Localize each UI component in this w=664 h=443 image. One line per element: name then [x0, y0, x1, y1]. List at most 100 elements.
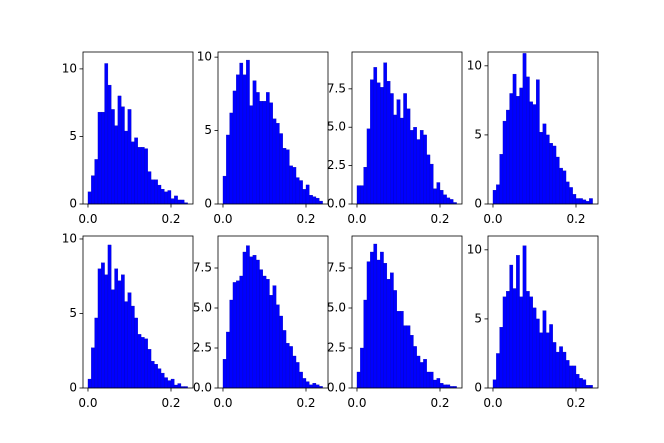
histogram-bar — [416, 355, 421, 389]
histogram-bar — [97, 111, 102, 205]
x-tick-label: 0.0 — [347, 396, 366, 410]
histogram-bar — [289, 346, 293, 389]
histogram-bar — [127, 292, 132, 389]
y-tick-label: 5 — [474, 127, 482, 141]
histogram-bar — [502, 120, 507, 205]
histogram-bar — [433, 188, 437, 205]
histogram-bar — [147, 349, 152, 389]
histogram-bar — [579, 378, 583, 389]
histogram-bar — [562, 170, 567, 205]
histogram-bar — [492, 190, 497, 205]
histogram-bar — [360, 347, 364, 389]
histogram-bar — [406, 325, 411, 389]
histogram-bar — [409, 130, 414, 205]
y-tick-label: 7.5 — [327, 261, 346, 275]
histogram-bar — [275, 123, 280, 205]
histogram-bar — [222, 359, 227, 389]
histogram-bar — [390, 272, 394, 389]
histogram-bar — [140, 337, 145, 389]
y-tick-label: 0 — [69, 197, 77, 211]
histogram-bar — [370, 79, 374, 205]
histogram-bar — [259, 101, 263, 205]
x-tick-label: 0.2 — [566, 396, 585, 410]
histogram-bar — [380, 87, 384, 205]
histogram-bar — [516, 96, 520, 205]
histogram-bar — [575, 374, 580, 389]
y-tick-label: 0 — [474, 197, 482, 211]
histogram-bar — [502, 296, 507, 389]
histogram-bar — [97, 268, 102, 389]
histogram-bar — [299, 371, 303, 389]
histogram-bar — [565, 360, 570, 389]
histogram-bar — [419, 130, 424, 205]
histogram-bar — [266, 92, 270, 205]
histogram-bar — [272, 118, 277, 205]
histogram-bar — [519, 87, 524, 205]
histogram-bar — [87, 378, 92, 389]
histogram-bar — [416, 139, 421, 205]
histogram-bar — [393, 290, 397, 389]
y-tick-label: 0.0 — [193, 381, 212, 395]
histogram-bar — [579, 198, 583, 205]
histogram-bar — [127, 109, 132, 205]
histogram-bar — [309, 195, 313, 205]
histogram-bar — [433, 379, 437, 389]
y-tick-label: 0 — [204, 197, 212, 211]
histogram-bar — [555, 156, 560, 205]
histogram-bar — [137, 147, 142, 205]
histogram-bar — [256, 259, 260, 389]
histogram-bar — [506, 291, 510, 389]
y-tick-label: 5 — [69, 129, 77, 143]
histogram-bar — [383, 263, 388, 389]
axes-frame — [217, 235, 329, 389]
axes-frame — [351, 51, 463, 205]
histogram-bar — [121, 106, 125, 205]
histogram-bar — [104, 274, 109, 389]
histogram-bar — [252, 80, 257, 205]
histogram-bar — [305, 381, 310, 389]
histogram-bar — [117, 95, 122, 205]
y-tick-label: 0.0 — [327, 381, 346, 395]
histogram-bar — [373, 243, 378, 389]
histogram-bar — [282, 148, 287, 205]
y-tick-label: 2.5 — [327, 158, 346, 172]
histogram-bar — [285, 343, 290, 389]
histogram-bar — [413, 346, 417, 389]
histogram-bar — [552, 145, 557, 205]
histogram-bar — [426, 371, 431, 389]
y-tick-label: 5.0 — [327, 301, 346, 315]
x-tick-label: 0.2 — [296, 212, 315, 226]
histogram-bar — [309, 384, 313, 389]
histogram-bar — [562, 351, 567, 389]
histogram-bar — [522, 53, 527, 205]
histogram-bar — [400, 117, 404, 205]
histogram-bar — [519, 296, 524, 389]
histogram-bar — [160, 372, 165, 389]
histogram-bar — [585, 385, 590, 389]
histogram-bar — [150, 361, 155, 389]
histogram-bar — [111, 289, 115, 389]
histogram-bar — [582, 199, 587, 205]
x-tick-label: 0.2 — [430, 396, 449, 410]
histogram-bar — [226, 134, 230, 205]
y-tick-label: 0 — [69, 381, 77, 395]
histogram-bar — [532, 104, 537, 205]
histogram-bar — [154, 179, 158, 205]
histogram-bar — [174, 384, 178, 389]
histogram-bar — [285, 149, 290, 205]
histogram-bar — [101, 262, 105, 389]
histogram-bar — [370, 251, 374, 389]
axes-frame — [217, 51, 329, 205]
histogram-bar — [446, 384, 451, 389]
y-tick-label: 0.0 — [327, 197, 346, 211]
histogram-bar — [131, 141, 135, 205]
histogram-bar — [252, 255, 257, 389]
axes-frame — [82, 235, 194, 389]
histogram-bar — [107, 84, 112, 205]
histogram-bar — [396, 99, 401, 205]
histogram-bar — [302, 378, 307, 389]
x-tick-label: 0.0 — [483, 212, 502, 226]
histogram-bar — [150, 179, 155, 205]
histogram-bar — [164, 377, 168, 389]
histogram-bar — [506, 109, 510, 205]
